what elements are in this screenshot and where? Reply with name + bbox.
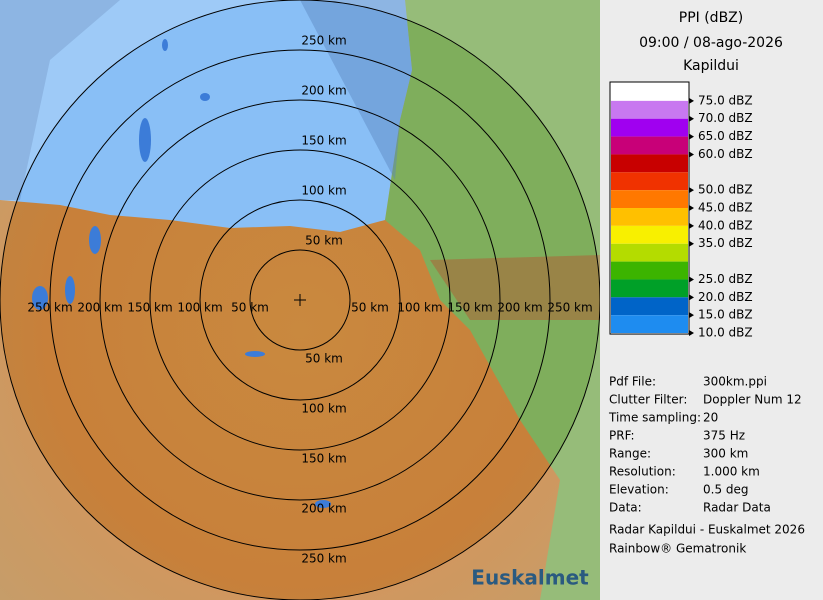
ring-label: 250 km: [547, 301, 592, 315]
legend-swatch: [611, 261, 688, 280]
legend-label: 45.0 dBZ: [698, 201, 753, 215]
legend-swatch: [611, 225, 688, 244]
ring-label: 250 km: [27, 301, 72, 315]
echoes: [32, 39, 331, 508]
info-value: Radar Data: [703, 501, 771, 515]
map: 50 km 50 km 50 km 50 km 100 km 100 km 100 km 10…: [0, 0, 600, 600]
legend-tick: [689, 133, 694, 140]
legend-tick: [689, 222, 694, 229]
footer: Rainbow® Gematronik: [609, 542, 746, 556]
ring-label: 50 km: [351, 301, 389, 315]
legend-tick: [689, 276, 694, 283]
legend-tick: [689, 97, 694, 104]
legend-swatch: [611, 279, 688, 298]
legend-label: 10.0 dBZ: [698, 326, 753, 340]
ring-label: 250 km: [301, 34, 346, 48]
legend-tick: [689, 294, 694, 301]
ring-labels: 50 km 50 km 50 km 50 km 100 km 100 km 100 km 10…: [27, 34, 592, 566]
outer-sea: [0, 0, 412, 200]
info-value: 1.000 km: [703, 465, 760, 479]
title: PPI (dBZ): [679, 10, 743, 26]
legend-tick: [689, 330, 694, 337]
info-key: Time sampling:: [608, 411, 701, 425]
footer: Radar Kapildui - Euskalmet 2026: [609, 523, 805, 537]
info-value: 375 Hz: [703, 429, 745, 443]
ring-label: 200 km: [301, 502, 346, 516]
legend-tick: [689, 151, 694, 158]
legend-swatch: [611, 100, 688, 119]
ring-label: 200 km: [497, 301, 542, 315]
legend-swatch: [611, 136, 688, 155]
ring-label: 150 km: [447, 301, 492, 315]
legend-swatch: [611, 83, 688, 101]
legend-label: 50.0 dBZ: [698, 183, 753, 197]
legend-swatch: [611, 118, 688, 137]
legend-tick: [689, 187, 694, 194]
legend-swatch: [611, 172, 688, 191]
info-key: Range:: [609, 447, 651, 461]
ring-label: 50 km: [305, 352, 343, 366]
legend-label: 25.0 dBZ: [698, 272, 753, 286]
info-key: Clutter Filter:: [609, 393, 687, 407]
legend-label: 20.0 dBZ: [698, 290, 753, 304]
legend-label: 75.0 dBZ: [698, 93, 753, 107]
legend-label: 40.0 dBZ: [698, 218, 753, 232]
info-key: Elevation:: [609, 483, 669, 497]
legend-swatch: [611, 243, 688, 262]
info-value: 0.5 deg: [703, 483, 749, 497]
legend-tick: [689, 240, 694, 247]
sea: [0, 0, 412, 232]
legend-label: 60.0 dBZ: [698, 147, 753, 161]
legend-swatch: [611, 190, 688, 209]
info-value: Doppler Num 12: [703, 393, 802, 407]
info-key: Pdf File:: [609, 375, 656, 389]
ring-label: 100 km: [301, 184, 346, 198]
legend-tick: [689, 115, 694, 122]
ring-label: 50 km: [305, 234, 343, 248]
datetime: 09:00 / 08-ago-2026: [639, 35, 783, 51]
info: Pdf File: 300km.ppi Clutter Filter: Doppler…: [608, 375, 802, 515]
legend-label: 70.0 dBZ: [698, 111, 753, 125]
legend: 75.0 dBZ 70.0 dBZ 65.0 dBZ 60.0 dBZ 50.0 dBZ…: [609, 81, 753, 340]
ring-label: 100 km: [397, 301, 442, 315]
ring-label: 150 km: [127, 301, 172, 315]
ring-label: 50 km: [231, 301, 269, 315]
legend-swatch: [611, 208, 688, 226]
info-key: PRF:: [609, 429, 635, 443]
range-rings: [0, 0, 600, 600]
station: Kapildui: [683, 58, 739, 74]
legend-swatch: [611, 297, 688, 316]
legend-label: 65.0 dBZ: [698, 129, 753, 143]
legend-tick: [689, 312, 694, 319]
legend-label: 35.0 dBZ: [698, 236, 753, 250]
info-key: Data:: [609, 501, 642, 515]
logo: Euskalmet: [471, 566, 589, 590]
legend-tick: [689, 205, 694, 212]
legend-swatch: [611, 154, 688, 173]
ring-label: 100 km: [177, 301, 222, 315]
info-value: 300km.ppi: [703, 375, 767, 389]
outside-range: [0, 0, 600, 600]
legend-swatch: [611, 315, 688, 334]
info-value: 20: [703, 411, 718, 425]
ring-label: 200 km: [77, 301, 122, 315]
ring-label: 200 km: [301, 84, 346, 98]
ring-label: 150 km: [301, 452, 346, 466]
legend-label: 15.0 dBZ: [698, 308, 753, 322]
mountains: [430, 255, 600, 320]
info-value: 300 km: [703, 447, 748, 461]
info-key: Resolution:: [609, 465, 676, 479]
ring-label: 100 km: [301, 402, 346, 416]
ring-label: 250 km: [301, 552, 346, 566]
ring-label: 150 km: [301, 134, 346, 148]
